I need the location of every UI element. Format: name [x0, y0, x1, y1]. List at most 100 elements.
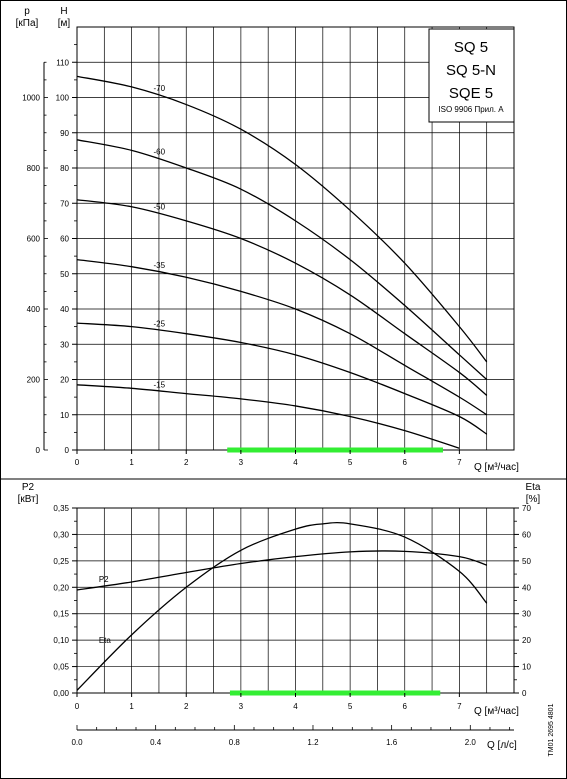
x-tick-label: 0 — [75, 458, 80, 467]
y-tick-label: 0,35 — [53, 504, 69, 513]
power-chart-xlabel: Q [м³/час] — [474, 706, 519, 717]
eta-tick-label: 30 — [522, 610, 531, 619]
head-curve-label: -25 — [153, 319, 165, 328]
head-chart-pressure-label: p [кПа] — [16, 6, 39, 29]
lps-tick-label: 1.2 — [307, 738, 319, 747]
model-title-note: ISO 9906 Прил. А — [438, 105, 504, 114]
series-label: Eta — [99, 636, 112, 645]
lps-tick-label: 1.6 — [386, 738, 398, 747]
head-curve-label: -60 — [153, 147, 165, 156]
head-curve-line — [76, 75, 488, 363]
y-tick-label: 0,25 — [53, 557, 69, 566]
power-chart-series — [76, 522, 488, 691]
lps-tick-label: 0.0 — [71, 738, 83, 747]
power-chart-x-ticks: 0 1 2 3 4 5 6 7 — [75, 693, 462, 711]
lps-tick-label: 0.4 — [150, 738, 162, 747]
power-chart-lps-label: Q [л/с] — [487, 740, 517, 751]
eta-tick-label: 20 — [522, 636, 531, 645]
power-chart-series-labels: P2 Eta — [99, 575, 112, 645]
x-tick-label: 4 — [293, 702, 298, 711]
eta-curve-line — [76, 522, 488, 691]
y-tick-label: 0,15 — [53, 610, 69, 619]
pressure-tick-label: 400 — [27, 305, 41, 314]
eta-tick-label: 70 — [522, 504, 531, 513]
y-tick-label: 90 — [60, 129, 69, 138]
head-chart-pressure-ticks: 0 200 400 600 800 1000 — [22, 61, 48, 455]
pressure-tick-label: 0 — [36, 446, 41, 455]
y-tick-label: 0 — [65, 446, 70, 455]
x-tick-label: 4 — [293, 458, 298, 467]
x-tick-label: 6 — [403, 702, 408, 711]
head-chart-series — [76, 75, 488, 449]
y-tick-label: 60 — [60, 235, 69, 244]
y-tick-label: 70 — [60, 199, 69, 208]
model-title-box-border — [428, 28, 515, 123]
pressure-tick-label: 200 — [27, 376, 41, 385]
x-tick-label: 6 — [403, 458, 408, 467]
head-curve-line — [76, 384, 460, 449]
y-tick-label: 40 — [60, 305, 69, 314]
power-efficiency-chart: P2 Eta 0,00 0,05 0,10 0,15 0,20 0,25 0,30 0,35 0… — [18, 482, 541, 751]
x-tick-label: 3 — [239, 458, 244, 467]
document-code: TM01 2695 4801 — [548, 703, 555, 756]
head-curve-line — [76, 322, 488, 435]
x-tick-label: 2 — [184, 458, 189, 467]
head-curve-line — [76, 199, 488, 396]
eta-tick-label: 60 — [522, 530, 531, 539]
head-chart-xlabel: Q [м³/час] — [474, 462, 519, 473]
y-tick-label: 0,30 — [53, 530, 69, 539]
head-curve-label: -50 — [153, 202, 165, 211]
head-chart-x-ticks: 0 1 2 3 4 5 6 7 — [75, 450, 462, 467]
x-tick-label: 1 — [129, 458, 134, 467]
y-tick-label: 20 — [60, 376, 69, 385]
y-tick-label: 10 — [60, 411, 69, 420]
power-chart-eta-label: Eta [%] — [525, 482, 540, 505]
pressure-tick-label: 600 — [27, 235, 41, 244]
y-tick-label: 50 — [60, 270, 69, 279]
head-curve-label: -35 — [153, 261, 165, 270]
x-tick-label: 7 — [457, 702, 462, 711]
x-tick-label: 1 — [129, 702, 134, 711]
x-tick-label: 5 — [348, 702, 353, 711]
head-chart-series-labels: -70 -60 -50 -35 -25 -15 — [153, 84, 165, 389]
head-curve-label: -70 — [153, 84, 165, 93]
series-label: P2 — [99, 575, 109, 584]
model-title-line-3: SQE 5 — [449, 85, 493, 102]
head-chart-ylabel: H [м] — [58, 6, 71, 29]
eta-tick-label: 10 — [522, 663, 531, 672]
power-chart-grid — [77, 508, 514, 693]
power-chart-ylabel: P2 [кВт] — [18, 482, 39, 505]
eta-tick-label: 50 — [522, 557, 531, 566]
head-chart-y-ticks: 0 10 20 30 40 50 60 70 80 90 100 110 — [56, 44, 77, 455]
x-tick-label: 5 — [348, 458, 353, 467]
lps-tick-label: 2.0 — [465, 738, 477, 747]
x-tick-label: 3 — [239, 702, 244, 711]
p2-curve-line — [76, 550, 487, 591]
y-tick-label: 0,05 — [53, 663, 69, 672]
model-title-line-2: SQ 5-N — [446, 62, 496, 79]
power-chart-eta-ticks: 0 10 20 30 40 50 60 70 — [514, 504, 531, 698]
model-title-line-1: SQ 5 — [454, 39, 488, 56]
y-tick-label: 80 — [60, 164, 69, 173]
y-tick-label: 0,20 — [53, 583, 69, 592]
x-tick-label: 7 — [457, 458, 462, 467]
eta-tick-label: 0 — [522, 689, 527, 698]
head-curve-label: -15 — [153, 380, 165, 389]
y-tick-label: 100 — [56, 94, 70, 103]
head-chart: -70-60-50-35-25-15 010203040506070809010… — [16, 6, 519, 473]
y-tick-label: 0,00 — [53, 689, 69, 698]
eta-tick-label: 40 — [522, 583, 531, 592]
power-chart-y-ticks: 0,00 0,05 0,10 0,15 0,20 0,25 0,30 0,35 — [53, 504, 77, 698]
y-tick-label: 110 — [56, 58, 69, 67]
x-tick-label: 2 — [184, 702, 189, 711]
lps-tick-label: 0.8 — [229, 738, 241, 747]
head-curve-line — [76, 139, 488, 380]
pressure-tick-label: 1000 — [22, 94, 40, 103]
x-tick-label: 0 — [75, 702, 80, 711]
model-title-box: SQ 5 SQ 5-N SQE 5 ISO 9906 Прил. А — [428, 28, 515, 123]
head-curve-line — [76, 259, 488, 416]
pressure-tick-label: 800 — [27, 164, 41, 173]
y-tick-label: 0,10 — [53, 636, 69, 645]
